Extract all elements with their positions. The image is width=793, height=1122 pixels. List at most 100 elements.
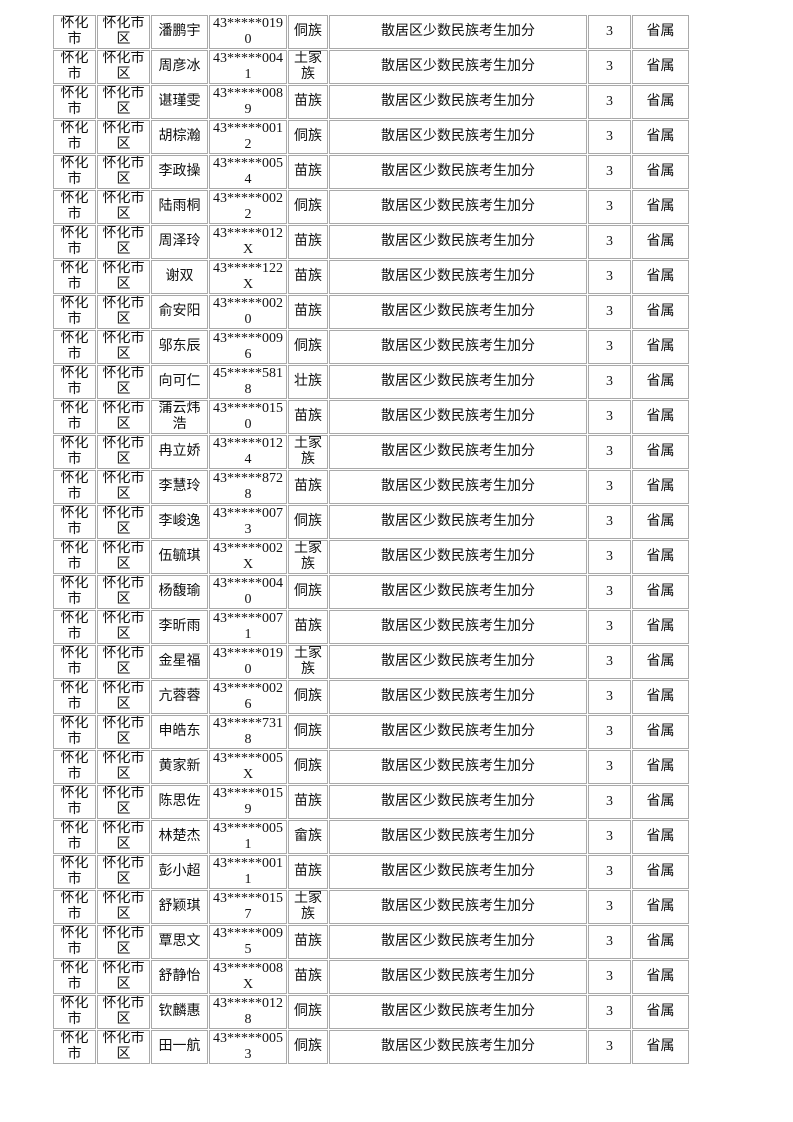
cell-student-name: 潘鹏宇 — [151, 15, 208, 49]
cell-district: 怀化市 区 — [97, 610, 150, 644]
cell-student-name: 金星福 — [151, 645, 208, 679]
cell-ethnicity: 侗族 — [288, 575, 328, 609]
cell-city: 怀化 市 — [53, 785, 96, 819]
cell-bonus-type: 散居区少数民族考生加分 — [329, 680, 587, 714]
cell-scope: 省属 — [632, 190, 689, 224]
cell-points: 3 — [588, 680, 631, 714]
cell-id-number: 43*****001 1 — [209, 855, 287, 889]
cell-points: 3 — [588, 50, 631, 84]
cell-scope: 省属 — [632, 960, 689, 994]
cell-scope: 省属 — [632, 400, 689, 434]
cell-bonus-type: 散居区少数民族考生加分 — [329, 190, 587, 224]
cell-district: 怀化市 区 — [97, 190, 150, 224]
table-row: 怀化 市 怀化市 区 彭小超 43*****001 1 苗族 散居区少数民族考生… — [53, 855, 689, 889]
table-row: 怀化 市 怀化市 区 李昕雨 43*****007 1 苗族 散居区少数民族考生… — [53, 610, 689, 644]
cell-bonus-type: 散居区少数民族考生加分 — [329, 575, 587, 609]
cell-city: 怀化 市 — [53, 610, 96, 644]
table-row: 怀化 市 怀化市 区 蒲云炜 浩 43*****015 0 苗族 散居区少数民族… — [53, 400, 689, 434]
cell-id-number: 43*****012 8 — [209, 995, 287, 1029]
cell-id-number: 43*****019 0 — [209, 15, 287, 49]
cell-ethnicity: 土家 族 — [288, 50, 328, 84]
table-row: 怀化 市 怀化市 区 向可仁 45*****581 8 壮族 散居区少数民族考生… — [53, 365, 689, 399]
cell-city: 怀化 市 — [53, 190, 96, 224]
cell-scope: 省属 — [632, 715, 689, 749]
cell-ethnicity: 苗族 — [288, 295, 328, 329]
cell-id-number: 43*****001 2 — [209, 120, 287, 154]
cell-city: 怀化 市 — [53, 470, 96, 504]
cell-bonus-type: 散居区少数民族考生加分 — [329, 960, 587, 994]
cell-student-name: 亢蓉蓉 — [151, 680, 208, 714]
cell-id-number: 43*****005 4 — [209, 155, 287, 189]
cell-bonus-type: 散居区少数民族考生加分 — [329, 750, 587, 784]
cell-id-number: 43*****009 6 — [209, 330, 287, 364]
cell-id-number: 43*****122 X — [209, 260, 287, 294]
cell-scope: 省属 — [632, 85, 689, 119]
cell-district: 怀化市 区 — [97, 1030, 150, 1064]
cell-district: 怀化市 区 — [97, 890, 150, 924]
cell-student-name: 李昕雨 — [151, 610, 208, 644]
cell-bonus-type: 散居区少数民族考生加分 — [329, 365, 587, 399]
cell-points: 3 — [588, 890, 631, 924]
cell-district: 怀化市 区 — [97, 295, 150, 329]
cell-scope: 省属 — [632, 645, 689, 679]
table-row: 怀化 市 怀化市 区 邬东辰 43*****009 6 侗族 散居区少数民族考生… — [53, 330, 689, 364]
cell-city: 怀化 市 — [53, 400, 96, 434]
cell-city: 怀化 市 — [53, 155, 96, 189]
cell-student-name: 覃思文 — [151, 925, 208, 959]
cell-bonus-type: 散居区少数民族考生加分 — [329, 295, 587, 329]
cell-id-number: 43*****004 1 — [209, 50, 287, 84]
cell-points: 3 — [588, 645, 631, 679]
cell-district: 怀化市 区 — [97, 225, 150, 259]
cell-city: 怀化 市 — [53, 295, 96, 329]
cell-student-name: 俞安阳 — [151, 295, 208, 329]
table-row: 怀化 市 怀化市 区 谢双 43*****122 X 苗族 散居区少数民族考生加… — [53, 260, 689, 294]
cell-ethnicity: 侗族 — [288, 680, 328, 714]
cell-district: 怀化市 区 — [97, 575, 150, 609]
cell-city: 怀化 市 — [53, 890, 96, 924]
cell-ethnicity: 苗族 — [288, 400, 328, 434]
table-row: 怀化 市 怀化市 区 亢蓉蓉 43*****002 6 侗族 散居区少数民族考生… — [53, 680, 689, 714]
cell-student-name: 胡棕瀚 — [151, 120, 208, 154]
cell-points: 3 — [588, 400, 631, 434]
cell-city: 怀化 市 — [53, 750, 96, 784]
cell-bonus-type: 散居区少数民族考生加分 — [329, 85, 587, 119]
cell-district: 怀化市 区 — [97, 330, 150, 364]
cell-scope: 省属 — [632, 785, 689, 819]
table-row: 怀化 市 怀化市 区 李峻逸 43*****007 3 侗族 散居区少数民族考生… — [53, 505, 689, 539]
cell-id-number: 43*****002 6 — [209, 680, 287, 714]
cell-scope: 省属 — [632, 680, 689, 714]
cell-id-number: 43*****007 3 — [209, 505, 287, 539]
cell-ethnicity: 苗族 — [288, 155, 328, 189]
table-row: 怀化 市 怀化市 区 冉立娇 43*****012 4 土家 族 散居区少数民族… — [53, 435, 689, 469]
cell-scope: 省属 — [632, 260, 689, 294]
cell-bonus-type: 散居区少数民族考生加分 — [329, 260, 587, 294]
cell-district: 怀化市 区 — [97, 365, 150, 399]
cell-district: 怀化市 区 — [97, 470, 150, 504]
cell-bonus-type: 散居区少数民族考生加分 — [329, 715, 587, 749]
cell-student-name: 邬东辰 — [151, 330, 208, 364]
cell-bonus-type: 散居区少数民族考生加分 — [329, 330, 587, 364]
cell-points: 3 — [588, 225, 631, 259]
cell-district: 怀化市 区 — [97, 155, 150, 189]
cell-id-number: 43*****002 2 — [209, 190, 287, 224]
cell-points: 3 — [588, 575, 631, 609]
cell-points: 3 — [588, 715, 631, 749]
cell-ethnicity: 侗族 — [288, 330, 328, 364]
cell-city: 怀化 市 — [53, 435, 96, 469]
cell-id-number: 43*****007 1 — [209, 610, 287, 644]
cell-student-name: 黄家新 — [151, 750, 208, 784]
cell-city: 怀化 市 — [53, 330, 96, 364]
cell-student-name: 李峻逸 — [151, 505, 208, 539]
cell-student-name: 冉立娇 — [151, 435, 208, 469]
cell-district: 怀化市 区 — [97, 645, 150, 679]
cell-points: 3 — [588, 995, 631, 1029]
cell-scope: 省属 — [632, 575, 689, 609]
cell-student-name: 申皓东 — [151, 715, 208, 749]
cell-district: 怀化市 区 — [97, 505, 150, 539]
cell-id-number: 43*****019 0 — [209, 645, 287, 679]
cell-ethnicity: 侗族 — [288, 15, 328, 49]
cell-city: 怀化 市 — [53, 1030, 96, 1064]
cell-district: 怀化市 区 — [97, 680, 150, 714]
cell-student-name: 杨馥瑜 — [151, 575, 208, 609]
